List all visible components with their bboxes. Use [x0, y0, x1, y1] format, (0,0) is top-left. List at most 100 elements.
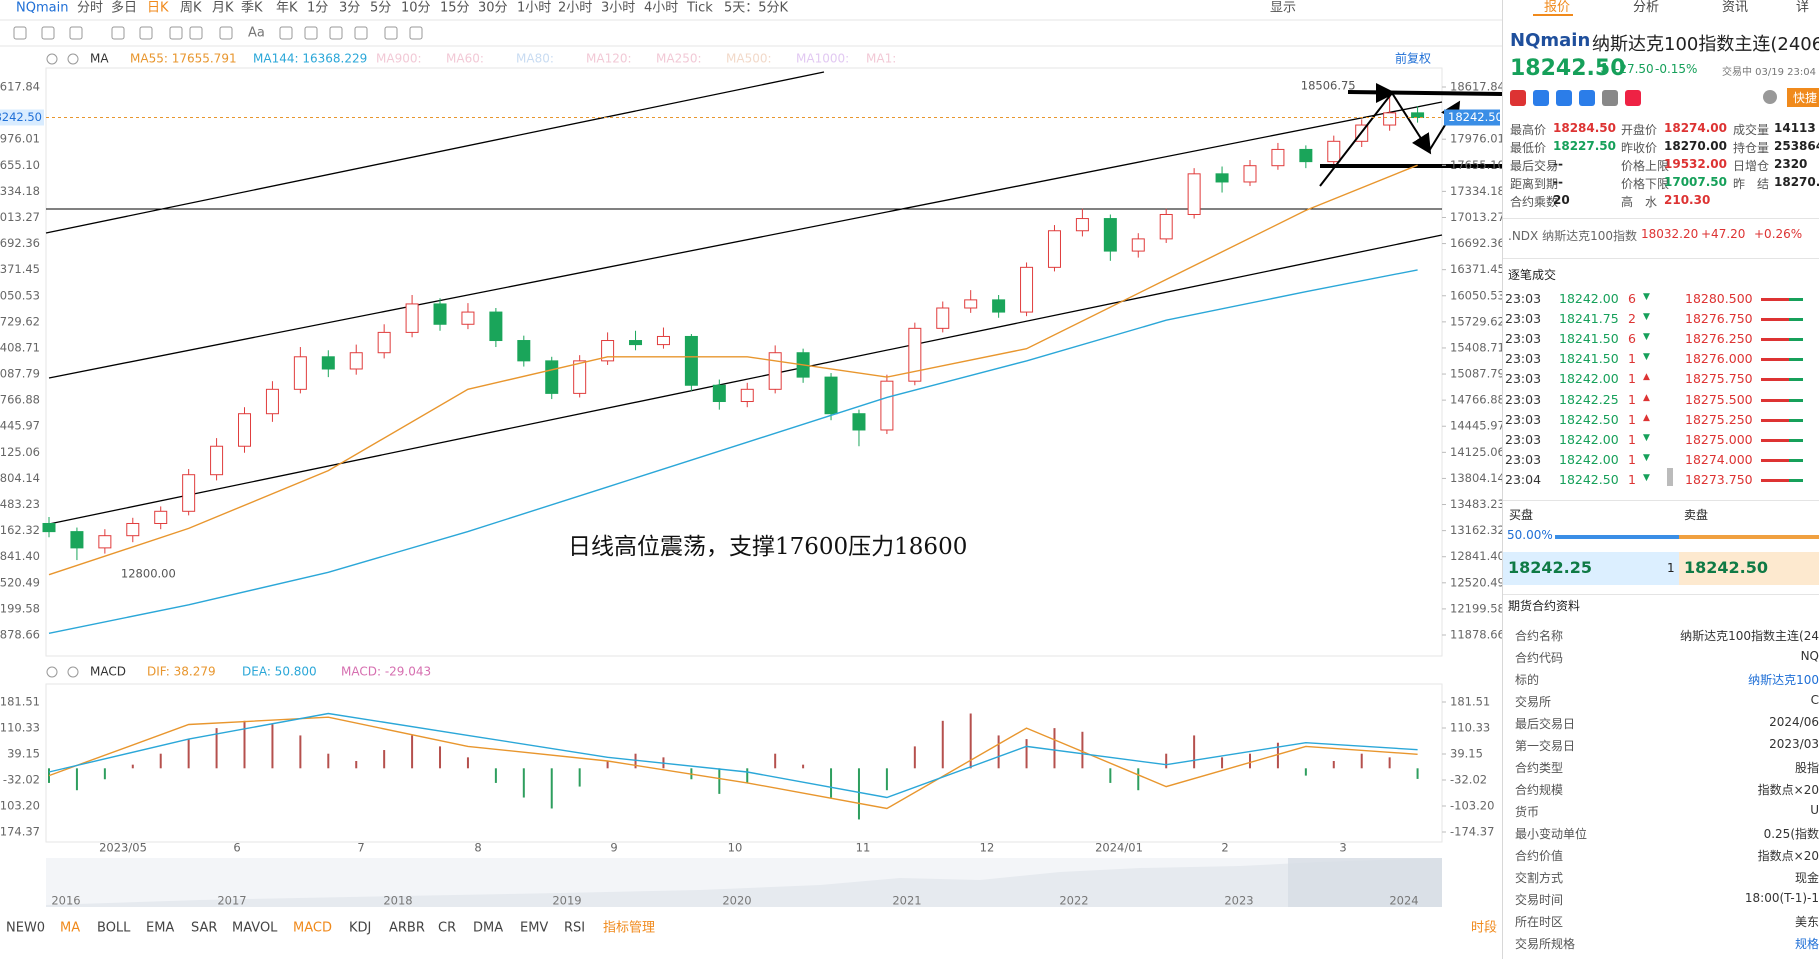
period-tab[interactable]: 年K [276, 1, 298, 16]
period-tab[interactable]: 30分 [478, 1, 508, 16]
period-tab[interactable]: 5天：5分K [724, 1, 789, 16]
index-quote: 18032.20 [1641, 227, 1699, 241]
tool-icon[interactable] [189, 26, 203, 40]
candle-body [908, 327, 922, 382]
period-tab[interactable]: 季K [241, 1, 263, 16]
info-value[interactable]: 纳斯达克100 [1748, 673, 1819, 687]
trade-price: 18242.25 [1559, 391, 1619, 407]
overview-year: 2019 [552, 894, 581, 908]
candle-body [321, 356, 335, 370]
stat-value: 18270.0 [1774, 175, 1819, 189]
tool-icon[interactable] [111, 26, 125, 40]
y-tick-label: -32.02 [1450, 773, 1487, 787]
legend-icon[interactable] [46, 666, 58, 678]
indicator-tab[interactable]: DMA [473, 921, 503, 936]
indicator-tab[interactable]: NEW0 [6, 921, 45, 936]
period-tab[interactable]: 5分 [370, 1, 391, 16]
index-quote: .NDX 纳斯达克100指数 [1508, 229, 1637, 243]
book-bar-green [1789, 438, 1803, 442]
tool-icon[interactable] [409, 26, 423, 40]
period-tab[interactable]: 4小时 [644, 1, 678, 16]
period-button[interactable]: 时段 [1471, 921, 1497, 936]
tool-icon[interactable] [384, 26, 398, 40]
trade-qty: 6 [1628, 331, 1636, 347]
panel-tab[interactable]: 报价 [1544, 0, 1571, 15]
period-tab[interactable]: 2小时 [558, 1, 592, 16]
trade-qty: 6 [1628, 291, 1636, 306]
indicator-tab[interactable]: 指标管理 [603, 921, 655, 936]
indicator-tab[interactable]: RSI [564, 921, 585, 936]
period-tab[interactable]: 日K [147, 1, 169, 16]
bell-icon[interactable] [1763, 90, 1777, 104]
y-tick-label-left: 13483.23 [0, 497, 40, 511]
quick-icon[interactable] [1625, 90, 1641, 106]
overview-selection[interactable] [1288, 858, 1442, 907]
tool-icon[interactable] [41, 26, 55, 40]
period-tab[interactable]: Tick [686, 1, 713, 16]
quick-icon[interactable] [1556, 90, 1572, 106]
candle-body [70, 531, 84, 549]
tool-icon[interactable] [13, 26, 27, 40]
panel-tab[interactable]: 资讯 [1722, 0, 1749, 15]
period-tab[interactable]: 多日 [111, 0, 137, 16]
tool-icon[interactable] [279, 26, 293, 40]
tool-icon[interactable] [329, 26, 343, 40]
font-tool[interactable]: Aa [248, 26, 265, 41]
period-tab[interactable]: 15分 [440, 1, 470, 16]
indicator-tab[interactable]: MAVOL [232, 921, 278, 936]
legend-icon[interactable] [67, 666, 79, 678]
adjust-button[interactable]: 前复权 [1395, 51, 1431, 66]
tool-icon[interactable] [219, 26, 233, 40]
indicator-tab[interactable]: CR [438, 921, 456, 936]
y-tick-label: 16692.36 [1450, 236, 1502, 250]
tool-icon[interactable] [169, 26, 183, 40]
quick-icon[interactable] [1533, 90, 1549, 106]
y-tick-label-left: 16692.36 [0, 236, 40, 250]
stat-value: 18227.50 [1553, 139, 1617, 153]
indicator-tab[interactable]: EMV [520, 921, 548, 936]
overview-year: 2017 [217, 894, 246, 908]
quick-icon[interactable] [1579, 90, 1595, 106]
quick-trade[interactable]: 快捷 [1787, 88, 1819, 107]
panel-tab[interactable]: 分析 [1633, 0, 1660, 15]
trade-qty: 1 [1628, 371, 1636, 387]
info-value: 指数点×20 [1757, 849, 1819, 863]
legend-icon[interactable] [67, 53, 79, 65]
y-tick-label: 17334.18 [1450, 184, 1502, 198]
indicator-tab[interactable]: BOLL [97, 921, 131, 936]
panel-tab[interactable]: 详 [1796, 0, 1810, 15]
period-tab[interactable]: 分时 [77, 1, 103, 16]
period-tab[interactable]: 月K [212, 1, 234, 16]
y-tick-label: -174.37 [1450, 825, 1494, 839]
indicator-tab[interactable]: MA [60, 921, 80, 936]
period-tab[interactable]: 3小时 [601, 1, 635, 16]
candle-body [1299, 148, 1313, 163]
candle-body [964, 299, 978, 309]
indicator-tab[interactable]: KDJ [349, 921, 371, 936]
period-tab[interactable]: 1小时 [517, 1, 551, 16]
tool-icon[interactable] [354, 26, 368, 40]
trade-dir: ▲ [1643, 372, 1650, 383]
tool-icon[interactable] [304, 26, 318, 40]
candle-body [433, 303, 447, 325]
y-tick-label: -103.20 [1450, 799, 1494, 813]
quick-icon[interactable] [1510, 90, 1526, 106]
display-menu[interactable]: 显示 [1270, 1, 1296, 16]
indicator-tab[interactable]: ARBR [389, 921, 425, 936]
info-label: 合约类型 [1515, 761, 1564, 775]
info-value[interactable]: 规格 [1794, 937, 1819, 951]
y-tick-label: 110.33 [1450, 721, 1490, 735]
period-tab[interactable]: 1分 [307, 1, 328, 16]
book-price: 18275.500 [1685, 391, 1753, 407]
tool-icon[interactable] [139, 26, 153, 40]
indicator-tab[interactable]: MACD [293, 921, 332, 936]
period-tab[interactable]: 10分 [401, 1, 431, 16]
tool-icon[interactable] [69, 26, 83, 40]
period-tab[interactable]: 周K [180, 1, 202, 16]
quick-icon[interactable] [1602, 90, 1618, 106]
indicator-tab[interactable]: SAR [191, 921, 217, 936]
indicator-tab[interactable]: EMA [146, 921, 174, 936]
legend-icon[interactable] [46, 53, 58, 65]
ratio-bar-ask [1679, 535, 1819, 539]
period-tab[interactable]: 3分 [339, 1, 360, 16]
